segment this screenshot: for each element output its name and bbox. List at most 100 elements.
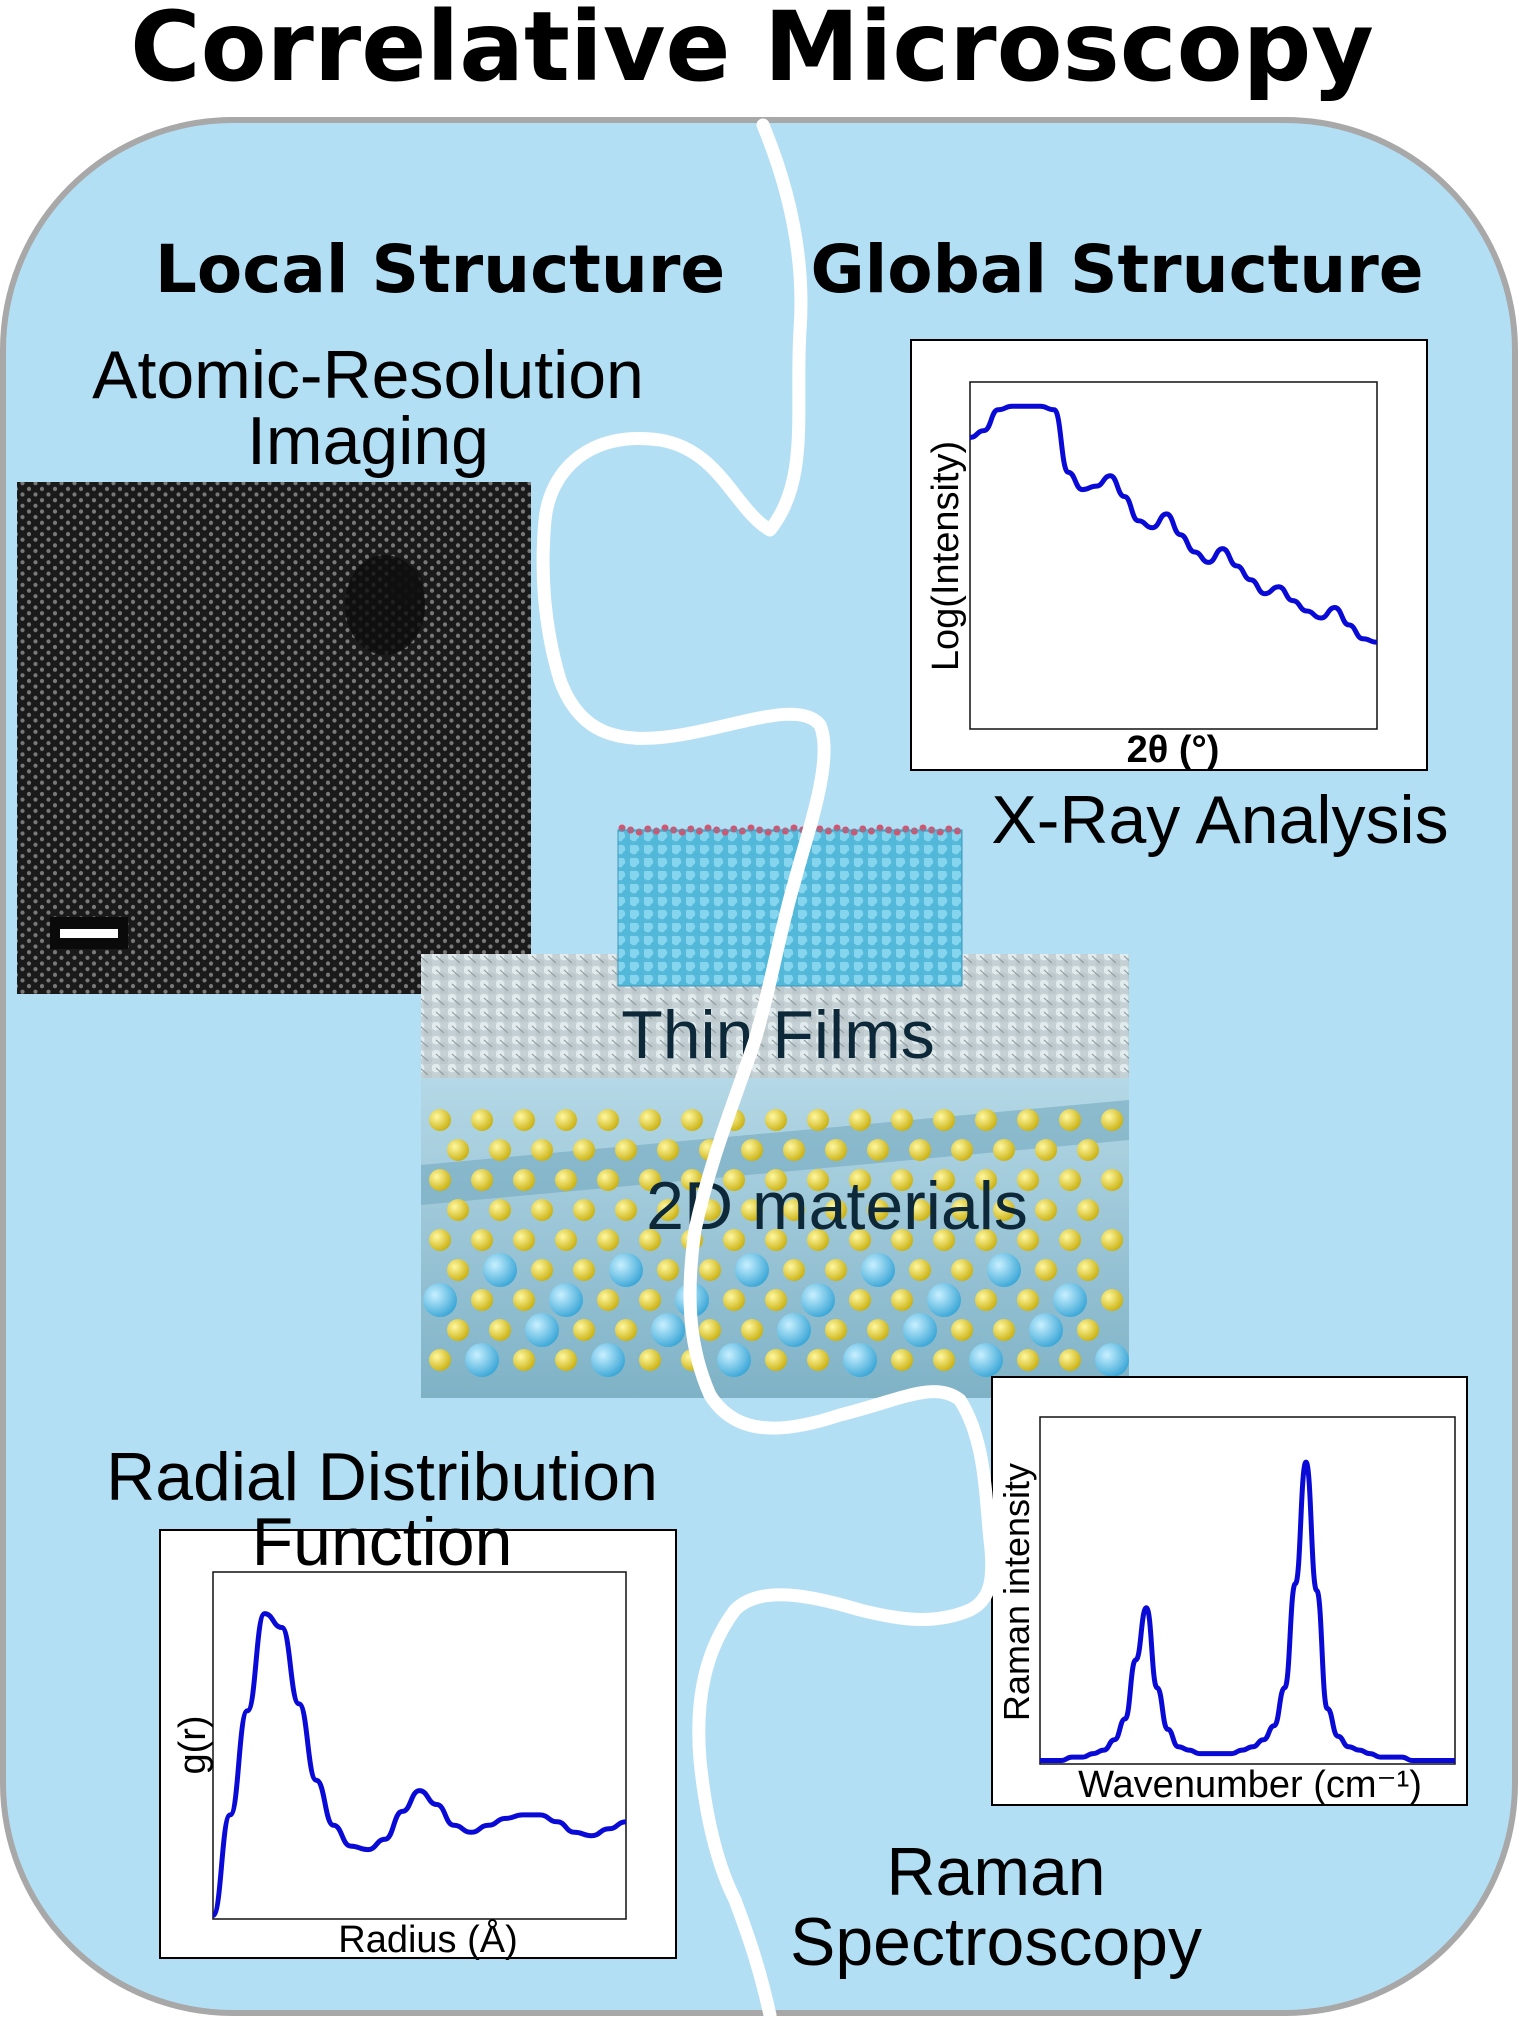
scale-bar — [60, 929, 118, 938]
chalcogen-atom — [681, 1109, 703, 1131]
chalcogen-atom — [867, 1199, 889, 1221]
thin-films-label: Thin Films — [621, 997, 935, 1073]
chalcogen-atom — [723, 1229, 745, 1251]
chalcogen-atom — [1077, 1319, 1099, 1341]
chalcogen-atom — [531, 1139, 553, 1161]
chalcogen-atom — [807, 1109, 829, 1131]
chalcogen-atom — [951, 1259, 973, 1281]
chalcogen-atom — [657, 1259, 679, 1281]
chalcogen-atom — [639, 1229, 661, 1251]
chalcogen-atom — [573, 1199, 595, 1221]
chalcogen-atom — [951, 1139, 973, 1161]
chalcogen-atom — [951, 1319, 973, 1341]
surface-atom — [953, 827, 961, 835]
chalcogen-atom — [765, 1229, 787, 1251]
chalcogen-atom — [573, 1319, 595, 1341]
chalcogen-atom — [429, 1109, 451, 1131]
chalcogen-atom — [471, 1109, 493, 1131]
chalcogen-atom — [909, 1199, 931, 1221]
chalcogen-atom — [783, 1259, 805, 1281]
chalcogen-atom — [513, 1289, 535, 1311]
metal-atom — [843, 1343, 877, 1377]
chalcogen-atom — [807, 1229, 829, 1251]
page-title: Correlative Microscopy — [130, 0, 1374, 103]
metal-atom — [801, 1283, 835, 1317]
chalcogen-atom — [1059, 1109, 1081, 1131]
raman-label-line1: Raman — [886, 1834, 1105, 1910]
chalcogen-atom — [993, 1139, 1015, 1161]
chalcogen-atom — [975, 1169, 997, 1191]
chalcogen-atom — [909, 1259, 931, 1281]
chalcogen-atom — [471, 1229, 493, 1251]
metal-atom — [777, 1313, 811, 1347]
surface-atom — [687, 825, 695, 833]
chalcogen-atom — [1101, 1229, 1123, 1251]
chalcogen-atom — [489, 1139, 511, 1161]
metal-atom — [927, 1283, 961, 1317]
chalcogen-atom — [1017, 1289, 1039, 1311]
chalcogen-atom — [573, 1139, 595, 1161]
chalcogen-atom — [447, 1259, 469, 1281]
atomic-resolution-label-line1: Atomic-Resolution — [92, 337, 644, 413]
chalcogen-atom — [891, 1289, 913, 1311]
metal-atom — [651, 1313, 685, 1347]
chalcogen-atom — [447, 1199, 469, 1221]
chalcogen-atom — [807, 1169, 829, 1191]
chalcogen-atom — [933, 1349, 955, 1371]
surface-atom — [945, 825, 953, 833]
chalcogen-atom — [597, 1169, 619, 1191]
chalcogen-atom — [867, 1319, 889, 1341]
chalcogen-atom — [1017, 1349, 1039, 1371]
chalcogen-atom — [699, 1319, 721, 1341]
surface-atom — [730, 825, 738, 833]
surface-atom — [859, 825, 867, 833]
chalcogen-atom — [867, 1139, 889, 1161]
local-structure-heading: Local Structure — [155, 231, 725, 308]
surface-atom — [644, 825, 652, 833]
chalcogen-atom — [741, 1319, 763, 1341]
chalcogen-atom — [471, 1169, 493, 1191]
chalcogen-atom — [891, 1349, 913, 1371]
chalcogen-atom — [933, 1169, 955, 1191]
rdf-chart: g(r) Radius (Å) — [159, 1529, 677, 1961]
chalcogen-atom — [1101, 1289, 1123, 1311]
chalcogen-atom — [639, 1289, 661, 1311]
metal-atom — [861, 1253, 895, 1287]
chalcogen-atom — [765, 1289, 787, 1311]
chalcogen-atom — [1059, 1169, 1081, 1191]
chalcogen-atom — [1059, 1349, 1081, 1371]
rdf-label-line2: Function — [252, 1504, 513, 1580]
rdf-xlabel: Radius (Å) — [338, 1917, 518, 1961]
chalcogen-atom — [639, 1169, 661, 1191]
chalcogen-atom — [723, 1289, 745, 1311]
metal-atom — [423, 1283, 457, 1317]
chalcogen-atom — [825, 1319, 847, 1341]
chalcogen-atom — [639, 1109, 661, 1131]
chalcogen-atom — [1059, 1229, 1081, 1251]
chalcogen-atom — [1077, 1139, 1099, 1161]
xray-xlabel: 2θ (°) — [1127, 729, 1220, 771]
raman-label-line2: Spectroscopy — [790, 1904, 1202, 1980]
chalcogen-atom — [555, 1349, 577, 1371]
chalcogen-atom — [1035, 1139, 1057, 1161]
chalcogen-atom — [783, 1139, 805, 1161]
rdf-ylabel: g(r) — [172, 1715, 214, 1774]
chalcogen-atom — [891, 1109, 913, 1131]
chalcogen-atom — [1077, 1199, 1099, 1221]
chalcogen-atom — [597, 1109, 619, 1131]
metal-atom — [1053, 1283, 1087, 1317]
metal-atom — [735, 1253, 769, 1287]
chalcogen-atom — [513, 1109, 535, 1131]
chalcogen-atom — [429, 1349, 451, 1371]
chalcogen-atom — [1017, 1229, 1039, 1251]
chalcogen-atom — [657, 1199, 679, 1221]
global-structure-heading: Global Structure — [810, 231, 1423, 308]
chalcogen-atom — [765, 1349, 787, 1371]
puzzle-divider — [536, 118, 999, 2019]
chalcogen-atom — [555, 1109, 577, 1131]
chalcogen-atom — [825, 1139, 847, 1161]
chalcogen-atom — [849, 1229, 871, 1251]
chalcogen-atom — [741, 1139, 763, 1161]
atomic-resolution-label-line2: Imaging — [247, 403, 489, 479]
